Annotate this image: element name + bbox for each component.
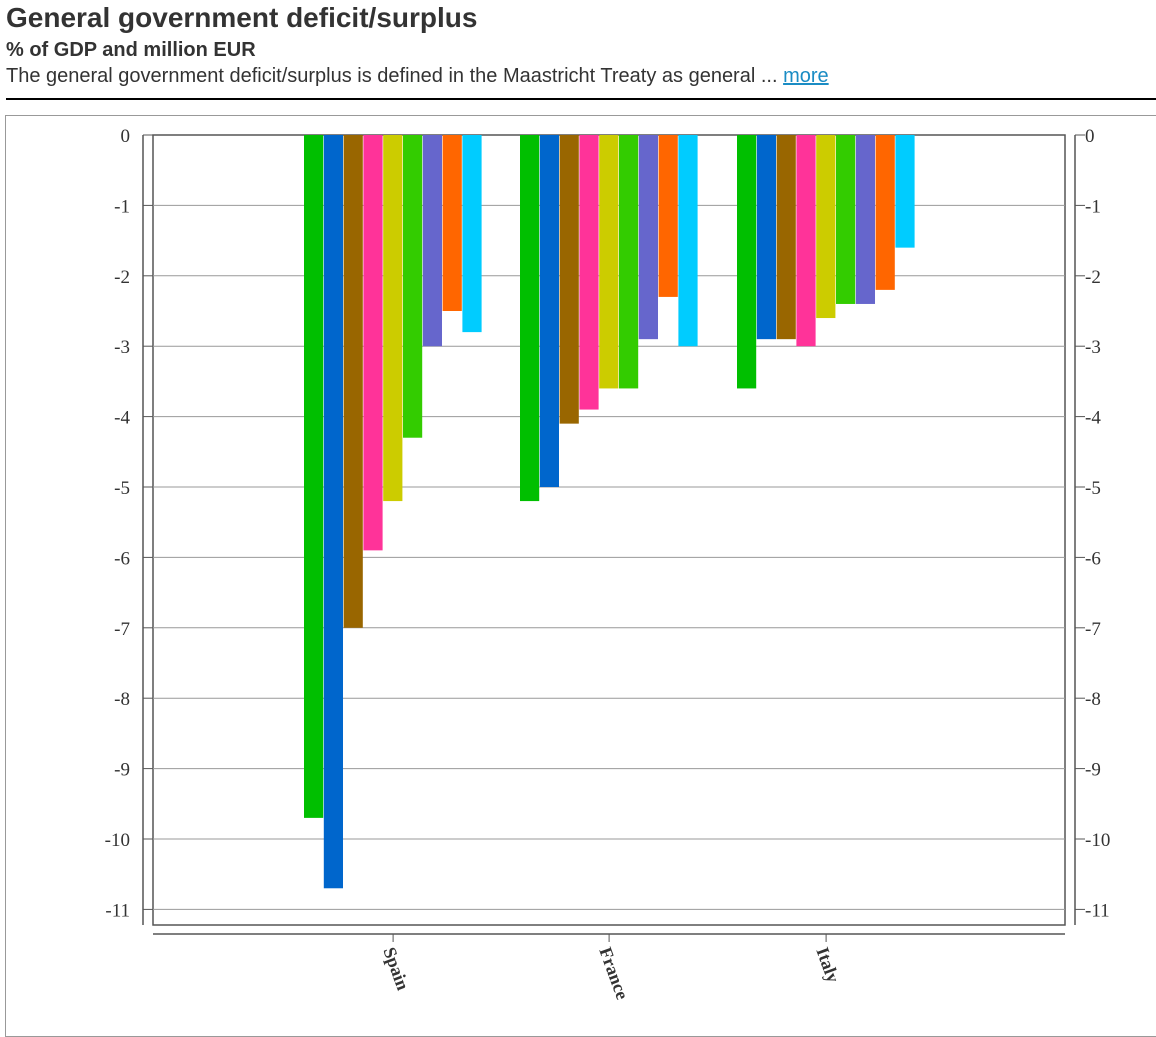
bar: [756, 135, 776, 340]
description-text: The general government deficit/surplus i…: [6, 65, 784, 87]
bar: [638, 135, 658, 340]
bar: [895, 135, 915, 248]
bar: [579, 135, 599, 410]
y-tick-label-right: -2: [1085, 267, 1101, 288]
y-tick-label-right: 0: [1085, 126, 1095, 147]
x-tick-label: Italy: [812, 945, 843, 986]
chart-subtitle: % of GDP and million EUR: [6, 39, 256, 61]
y-tick-label-left: -11: [105, 900, 130, 921]
y-tick-label-right: -6: [1085, 548, 1101, 569]
x-tick-label: Spain: [379, 945, 413, 993]
bar: [539, 135, 559, 487]
y-tick-label-right: -8: [1085, 689, 1101, 710]
y-tick-label-left: -10: [105, 830, 130, 851]
y-tick-label-left: -7: [114, 619, 130, 640]
bar: [363, 135, 383, 551]
bar: [323, 135, 343, 889]
bar: [343, 135, 363, 628]
y-tick-label-left: -2: [114, 267, 130, 288]
bar: [796, 135, 816, 347]
chart-title: General government deficit/surplus: [6, 2, 478, 33]
bar: [422, 135, 442, 347]
bar: [442, 135, 462, 311]
bar: [403, 135, 423, 438]
bar: [678, 135, 698, 347]
bar: [875, 135, 895, 290]
chart-description: The general government deficit/surplus i…: [6, 65, 829, 88]
y-tick-label-right: -1: [1085, 196, 1101, 217]
y-tick-label-right: -3: [1085, 337, 1101, 358]
bar: [619, 135, 639, 389]
y-tick-label-right: -5: [1085, 478, 1101, 499]
y-tick-label-left: -5: [114, 478, 130, 499]
y-tick-label-right: -9: [1085, 760, 1101, 781]
bar: [855, 135, 875, 304]
bar: [658, 135, 678, 297]
bar: [304, 135, 324, 818]
y-tick-label-right: -7: [1085, 619, 1101, 640]
y-tick-label-right: -11: [1085, 900, 1110, 921]
y-tick-label-left: 0: [121, 126, 131, 147]
y-tick-label-right: -4: [1085, 408, 1101, 429]
bar: [462, 135, 482, 333]
bar: [599, 135, 619, 389]
bar: [737, 135, 757, 389]
header-divider: [6, 98, 1156, 100]
y-tick-label-left: -6: [114, 548, 130, 569]
y-tick-label-right: -10: [1085, 830, 1110, 851]
bar: [383, 135, 403, 502]
bar: [816, 135, 836, 319]
bar: [776, 135, 796, 340]
y-tick-label-left: -1: [114, 196, 130, 217]
x-tick-label: France: [595, 945, 632, 1003]
y-tick-label-left: -8: [114, 689, 130, 710]
y-tick-label-left: -4: [114, 408, 130, 429]
bar: [520, 135, 540, 502]
bar: [559, 135, 579, 424]
y-tick-label-left: -9: [114, 760, 130, 781]
y-tick-label-left: -3: [114, 337, 130, 358]
bar: [836, 135, 856, 304]
more-link[interactable]: more: [783, 65, 829, 87]
